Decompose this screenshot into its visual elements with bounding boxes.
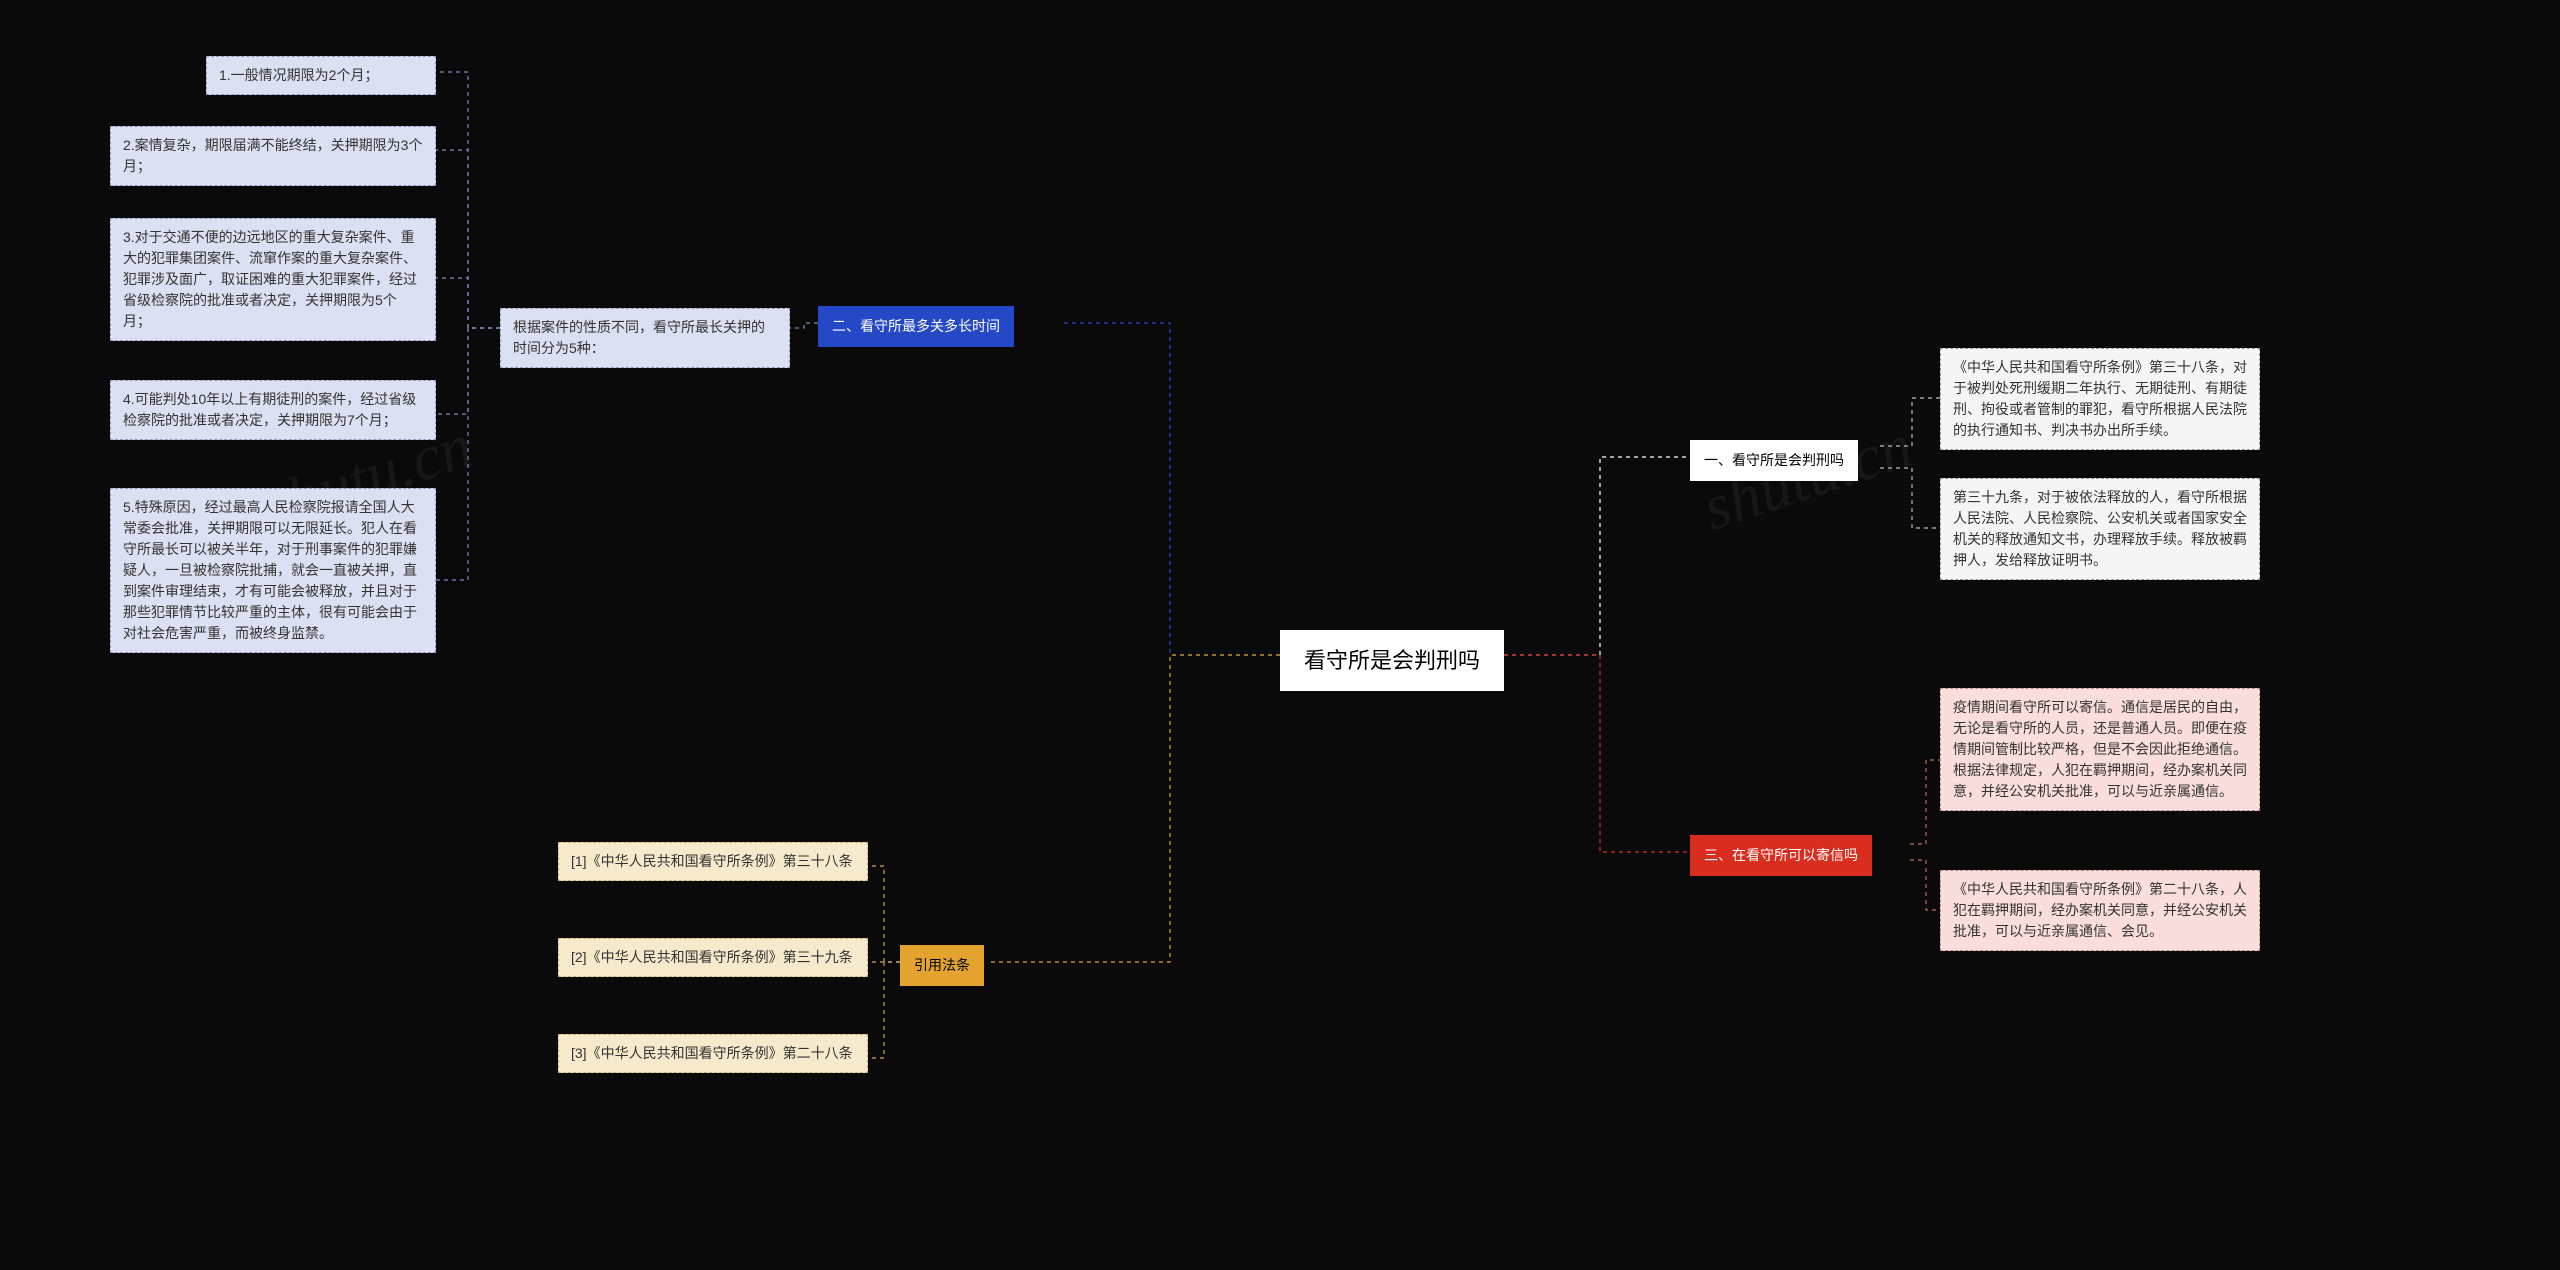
section-2-item-4: 4.可能判处10年以上有期徒刑的案件，经过省级检察院的批准或者决定，关押期限为7… [110, 380, 436, 440]
section-2-item-2: 2.案情复杂，期限届满不能终结，关押期限为3个月； [110, 126, 436, 186]
section-2[interactable]: 二、看守所最多关多长时间 [818, 306, 1014, 347]
section-3-item-b: 《中华人民共和国看守所条例》第二十八条，人犯在羁押期间，经办案机关同意，并经公安… [1940, 870, 2260, 951]
section-2-item-3: 3.对于交通不便的边远地区的重大复杂案件、重大的犯罪集团案件、流窜作案的重大复杂… [110, 218, 436, 341]
section-2-item-1: 1.一般情况期限为2个月； [206, 56, 436, 95]
section-citations[interactable]: 引用法条 [900, 945, 984, 986]
section-3-item-a: 疫情期间看守所可以寄信。通信是居民的自由，无论是看守所的人员，还是普通人员。即便… [1940, 688, 2260, 811]
citation-2: [2]《中华人民共和国看守所条例》第三十九条 [558, 938, 868, 977]
root-node[interactable]: 看守所是会判刑吗 [1280, 630, 1504, 691]
section-1[interactable]: 一、看守所是会判刑吗 [1690, 440, 1858, 481]
citation-1: [1]《中华人民共和国看守所条例》第三十八条 [558, 842, 868, 881]
section-2-item-5: 5.特殊原因，经过最高人民检察院报请全国人大常委会批准，关押期限可以无限延长。犯… [110, 488, 436, 653]
section-2-intro: 根据案件的性质不同，看守所最长关押的时间分为5种： [500, 308, 790, 368]
citation-3: [3]《中华人民共和国看守所条例》第二十八条 [558, 1034, 868, 1073]
section-1-item-a: 《中华人民共和国看守所条例》第三十八条，对于被判处死刑缓期二年执行、无期徒刑、有… [1940, 348, 2260, 450]
section-3[interactable]: 三、在看守所可以寄信吗 [1690, 835, 1872, 876]
section-1-item-b: 第三十九条，对于被依法释放的人，看守所根据人民法院、人民检察院、公安机关或者国家… [1940, 478, 2260, 580]
